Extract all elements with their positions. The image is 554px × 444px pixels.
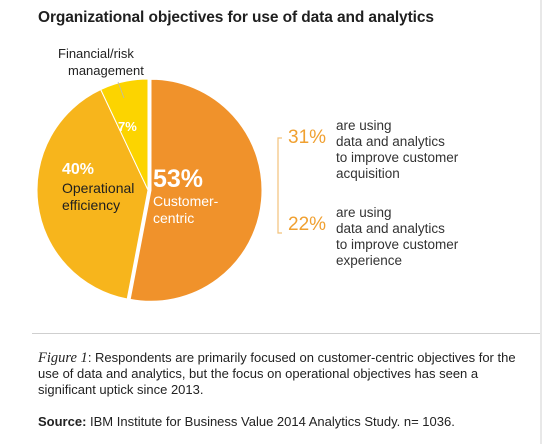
callout-experience: 22% are using data and analytics to impr… [282, 205, 552, 268]
slice-value-label: 53% [153, 165, 203, 193]
slice-name-label: Customer- [153, 193, 219, 209]
callout-line: data and analytics [336, 221, 445, 236]
pie-chart: 53%Customer-centric 40% Operationalefficie… [36, 46, 282, 302]
slice-name-label: Operational [62, 180, 134, 196]
callout-line: data and analytics [336, 134, 445, 149]
slice-name-label: Financial/risk [58, 46, 134, 61]
slice-value-label: 7% [118, 119, 137, 134]
pie-slice [129, 78, 263, 302]
figure-label: Figure 1 [38, 350, 88, 366]
slice-value-label: 40% [62, 161, 94, 178]
callout-line: acquisition [336, 166, 400, 181]
pie-slice [36, 88, 149, 300]
callout-text: are using data and analytics to improve … [336, 118, 458, 182]
source-note: Source: IBM Institute for Business Value… [38, 414, 455, 429]
callout-line: experience [336, 253, 403, 268]
slice-name-label: management [68, 63, 144, 78]
right-edge-rule [540, 0, 542, 444]
callout-line: to improve customer [336, 150, 459, 165]
callout-line: are using [336, 205, 392, 220]
pie-slice [100, 78, 149, 191]
source-label: Source: [38, 414, 87, 429]
slice-name-label: centric [153, 210, 194, 226]
divider [32, 333, 540, 334]
callout-text: are using data and analytics to improve … [336, 205, 458, 269]
callout-value: 22% [288, 214, 327, 235]
slice-name-label: efficiency [62, 197, 120, 213]
chart-title: Organizational objectives for use of dat… [38, 9, 434, 26]
callout-line: are using [336, 118, 392, 133]
figure-caption: Figure 1: Respondents are primarily focu… [38, 350, 538, 398]
source-text: IBM Institute for Business Value 2014 An… [86, 414, 455, 429]
leader-line [117, 81, 125, 99]
callout-value: 31% [288, 127, 327, 148]
callout-acquisition: 31% are using data and analytics to impr… [282, 118, 552, 181]
caption-text: : Respondents are primarily focused on c… [38, 350, 516, 397]
callout-bracket [277, 137, 282, 234]
callout-line: to improve customer [336, 237, 459, 252]
